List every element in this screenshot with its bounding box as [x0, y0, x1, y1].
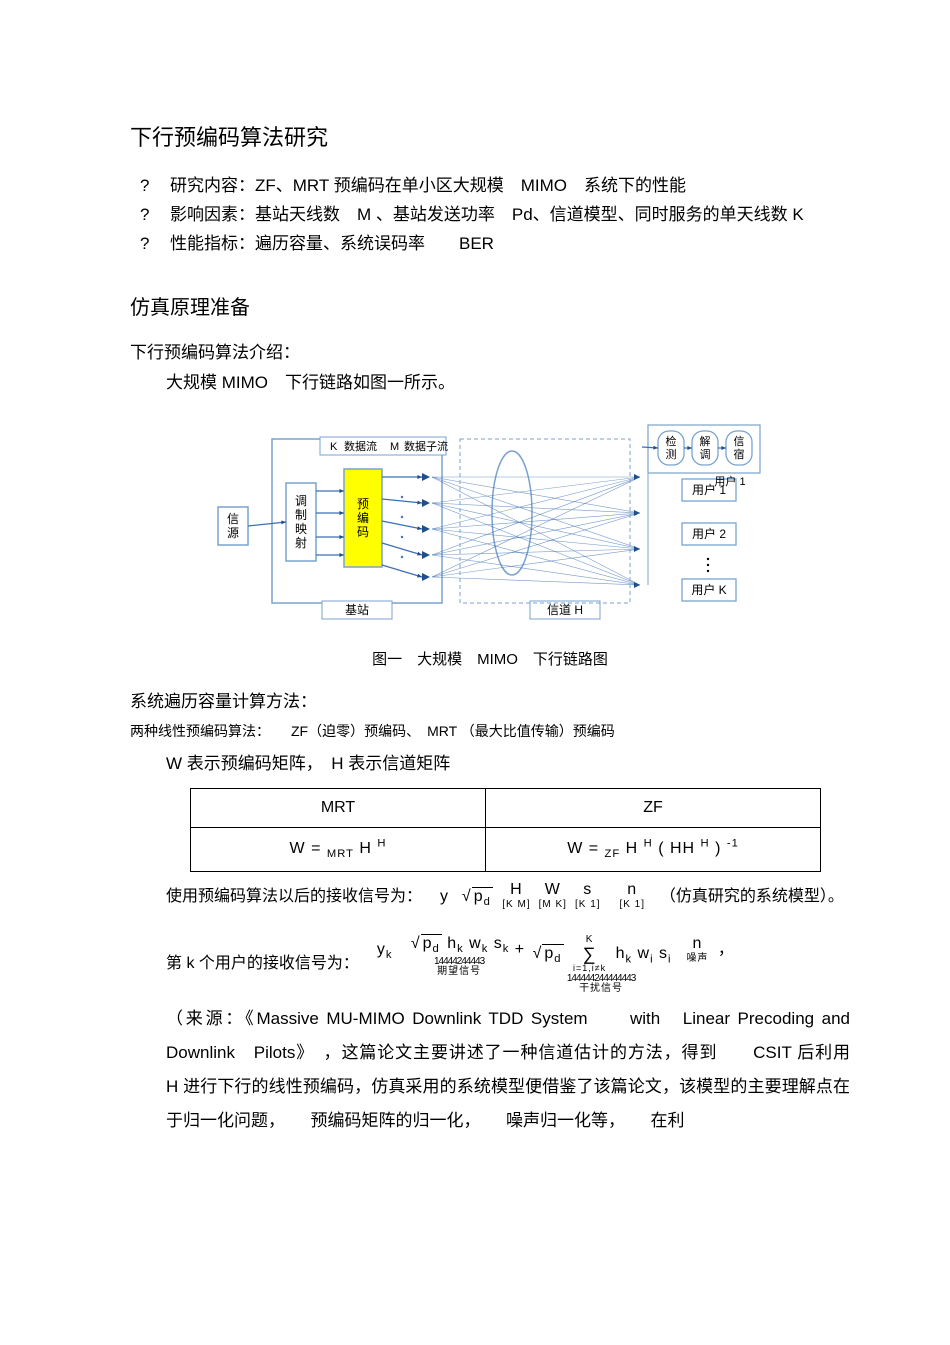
- svg-text:调: 调: [700, 448, 711, 461]
- page-title: 下行预编码算法研究: [130, 120, 850, 152]
- table-header-zf: ZF: [486, 789, 821, 828]
- svg-text:M: M: [390, 441, 399, 453]
- bullet-text: 影响因素：基站天线数 M 、基站发送功率 Pd、信道模型、同时服务的单天线数 K: [170, 201, 804, 230]
- svg-text:用户 K: 用户 K: [691, 582, 726, 597]
- svg-text:信: 信: [734, 435, 745, 448]
- svg-text:检: 检: [666, 434, 677, 448]
- bullet-row: ? 研究内容：ZF、MRT 预编码在单小区大规模 MIMO 系统下的性能: [140, 172, 850, 201]
- svg-text:信道 H: 信道 H: [547, 603, 583, 617]
- bullet-list: ? 研究内容：ZF、MRT 预编码在单小区大规模 MIMO 系统下的性能 ? 影…: [140, 172, 850, 259]
- table-header-mrt: MRT: [191, 789, 486, 828]
- intro-label: 下行预编码算法介绍：: [130, 338, 850, 369]
- svg-text:K: K: [330, 441, 338, 453]
- svg-text:数据子流: 数据子流: [404, 439, 448, 453]
- bullet-marker: ?: [140, 172, 170, 201]
- precoding-table: MRT ZF W = MRT H H W = ZF H H ( HH H ) -…: [190, 788, 821, 872]
- algorithms-line: 两种线性预编码算法： ZF（迫零）预编码、 MRT （最大比值传输）预编码: [130, 721, 850, 741]
- figure-caption: 图一 大规模 MIMO 下行链路图: [130, 648, 850, 669]
- svg-text:调: 调: [295, 494, 307, 508]
- source-paragraph: （来源：《Massive MU-MIMO Downlink TDD System…: [166, 1002, 850, 1138]
- svg-text:测: 测: [666, 448, 677, 461]
- bullet-marker: ?: [140, 230, 170, 259]
- rx-prefix: 使用预编码算法以后的接收信号为：: [166, 882, 422, 912]
- svg-text:用户 2: 用户 2: [692, 526, 726, 541]
- svg-text:用户 1: 用户 1: [714, 474, 745, 488]
- system-rx-signal-line: 使用预编码算法以后的接收信号为： y pd H[K M]W[M K]s[K 1]…: [166, 882, 850, 913]
- user-k-signal-line: 第 k 个用户的接收信号为： yk pd hk wk sk14444244443…: [166, 935, 850, 994]
- svg-text:信: 信: [227, 512, 239, 526]
- svg-text:源: 源: [227, 526, 239, 540]
- bullet-text: 性能指标：遍历容量、系统误码率 BER: [170, 230, 494, 259]
- rx-suffix: （仿真研究的系统模型）。: [660, 882, 844, 912]
- diagram-svg: K数据流M数据子流信源调制映射预编码基站信道 H检测解调信宿用户 1用户 2用户…: [210, 417, 770, 627]
- svg-text:预: 预: [357, 497, 369, 511]
- svg-text:映: 映: [295, 522, 307, 536]
- matrix-line: W 表示预编码矩阵， H 表示信道矩阵: [166, 749, 850, 780]
- svg-text:数据流: 数据流: [344, 439, 377, 453]
- svg-text:编: 编: [357, 510, 369, 525]
- section-heading-prep: 仿真原理准备: [130, 291, 850, 320]
- svg-text:射: 射: [295, 535, 307, 550]
- userk-prefix: 第 k 个用户的接收信号为：: [166, 949, 359, 979]
- svg-text:制: 制: [295, 508, 307, 522]
- svg-text:基站: 基站: [345, 603, 369, 617]
- intro-text: 大规模 MIMO 下行链路如图一所示。: [166, 368, 850, 399]
- capacity-label: 系统遍历容量计算方法：: [130, 687, 850, 718]
- svg-text:码: 码: [357, 525, 369, 539]
- mimo-diagram: K数据流M数据子流信源调制映射预编码基站信道 H检测解调信宿用户 1用户 2用户…: [210, 417, 770, 632]
- bullet-text: 研究内容：ZF、MRT 预编码在单小区大规模 MIMO 系统下的性能: [170, 172, 686, 201]
- userk-eq: yk pd hk wk sk14444244443期望信号 + pd K∑i=1…: [377, 935, 735, 994]
- table-cell-mrt: W = MRT H H: [191, 828, 486, 872]
- bullet-marker: ?: [140, 201, 170, 230]
- svg-text:解: 解: [700, 434, 711, 448]
- svg-text:宿: 宿: [734, 447, 745, 461]
- bullet-row: ? 影响因素：基站天线数 M 、基站发送功率 Pd、信道模型、同时服务的单天线数…: [140, 201, 850, 230]
- rx-eq: y pd H[K M]W[M K]s[K 1] n[K 1]: [440, 882, 660, 913]
- bullet-row: ? 性能指标：遍历容量、系统误码率 BER: [140, 230, 850, 259]
- table-cell-zf: W = ZF H H ( HH H ) -1: [486, 828, 821, 872]
